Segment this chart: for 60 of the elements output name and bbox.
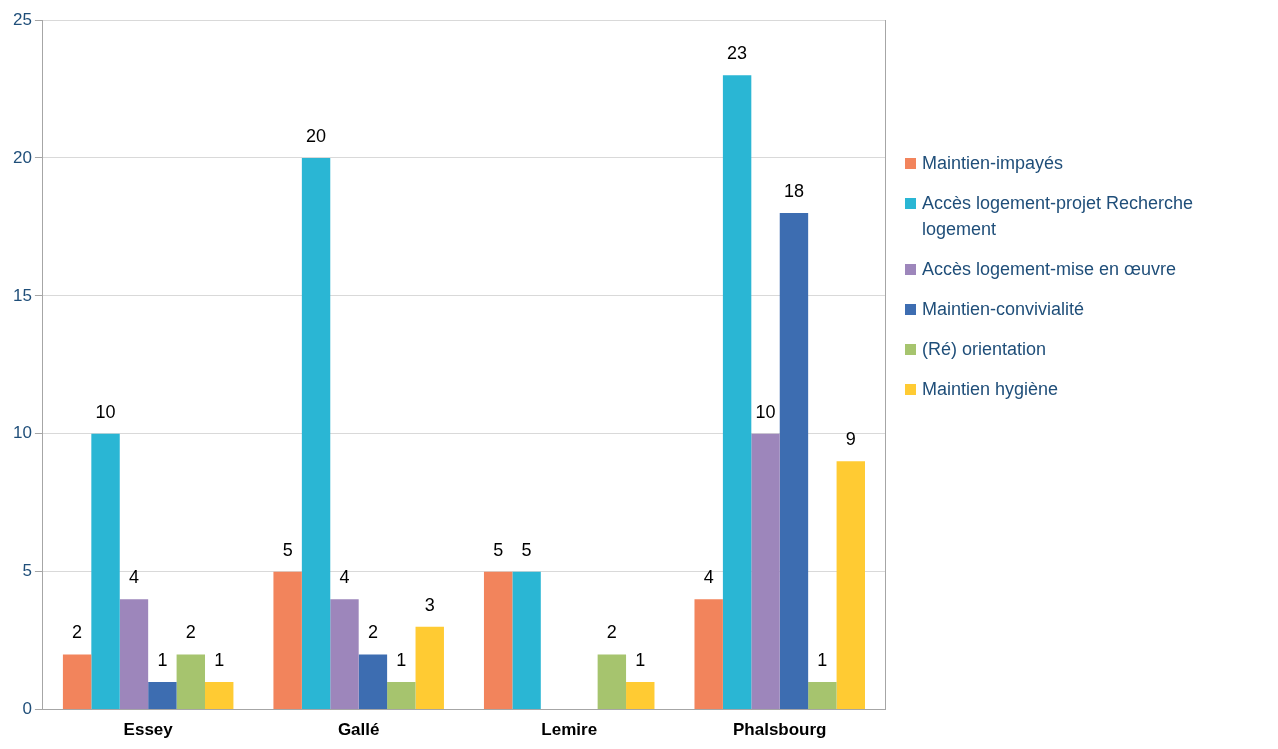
data-label: 2 (367, 622, 378, 643)
data-label: 5 (282, 539, 293, 560)
bar (301, 157, 331, 710)
bar (597, 654, 627, 710)
bar (512, 571, 541, 710)
data-label: 4 (339, 567, 350, 588)
legend-label: Maintien-impayés (922, 152, 1064, 175)
bar (694, 599, 723, 710)
bar (148, 682, 177, 710)
y-tick-label: 15 (12, 285, 32, 305)
data-label: 9 (845, 429, 856, 450)
x-tick-label: Phalsbourg (732, 720, 827, 740)
data-label: 5 (521, 539, 532, 560)
bar (415, 626, 444, 710)
y-tick-label: 20 (12, 147, 32, 167)
data-label: 18 (783, 181, 804, 202)
data-label: 2 (185, 622, 196, 643)
data-label: 10 (755, 401, 776, 422)
data-label: 2 (72, 622, 83, 643)
data-label: 20 (306, 125, 327, 146)
bar (119, 599, 149, 710)
bar (358, 654, 388, 710)
bar (273, 571, 302, 710)
data-label: 1 (635, 649, 646, 670)
bar (205, 682, 234, 710)
bar (751, 433, 780, 710)
bar (808, 682, 837, 710)
data-label: 1 (817, 649, 828, 670)
x-tick-label: Essey (123, 720, 174, 740)
legend-label: Maintien-convivialité (922, 298, 1085, 321)
legend-label: (Ré) orientation (922, 338, 1047, 361)
bar (176, 654, 206, 710)
bar (483, 571, 513, 710)
y-tick-label: 10 (12, 423, 32, 443)
y-tick-label: 5 (22, 561, 32, 581)
legend-label: Maintien hygiène (922, 378, 1059, 401)
data-label: 23 (727, 43, 748, 64)
data-label: 1 (396, 649, 407, 670)
bar (626, 682, 655, 710)
bar (62, 654, 92, 710)
data-label: 4 (128, 567, 139, 588)
bar (722, 75, 752, 710)
data-label: 1 (214, 649, 225, 670)
bar (387, 682, 416, 710)
bar (91, 433, 120, 710)
data-label: 10 (95, 401, 116, 422)
y-tick-label: 25 (12, 9, 32, 29)
bar (330, 599, 359, 710)
bar (836, 461, 865, 710)
x-tick-label: Lemire (541, 720, 598, 740)
data-label: 4 (703, 567, 714, 588)
data-label: 5 (493, 539, 504, 560)
data-label: 2 (606, 622, 617, 643)
y-tick-label: 0 (22, 699, 32, 719)
data-label: 1 (157, 649, 168, 670)
data-label: 3 (424, 594, 435, 615)
legend-label: Accès logement-mise en œuvre (922, 258, 1177, 281)
legend-label: Accès logement-projet Recherche logement (922, 192, 1195, 241)
x-tick-label: Gallé (337, 720, 380, 740)
bar (779, 213, 809, 710)
